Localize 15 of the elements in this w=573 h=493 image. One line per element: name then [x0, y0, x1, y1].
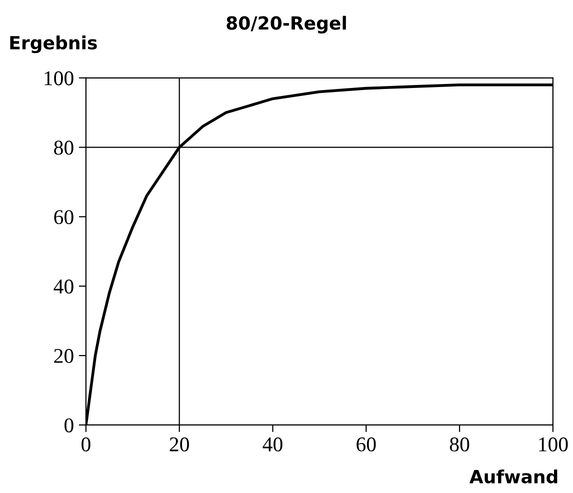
y-tick-label: 80 [54, 140, 74, 155]
y-tick-label: 20 [54, 348, 74, 363]
x-tick-label: 40 [262, 437, 282, 452]
x-tick-label: 0 [82, 437, 90, 452]
y-tick-label: 60 [54, 210, 74, 224]
x-axis-title: Aufwand [469, 469, 558, 484]
y-tick-label: 40 [54, 280, 74, 294]
x-tick-label: 60 [356, 437, 376, 452]
x-tick-label: 20 [170, 437, 189, 452]
y-tick-label: 100 [44, 71, 74, 86]
y-axis-title: Ergebnis [10, 36, 97, 54]
chart-title: 80/20-Regel [226, 16, 346, 34]
y-tick-label: 0 [64, 418, 74, 432]
x-tick-label: 80 [450, 437, 470, 452]
x-tick-label: 100 [539, 437, 568, 452]
